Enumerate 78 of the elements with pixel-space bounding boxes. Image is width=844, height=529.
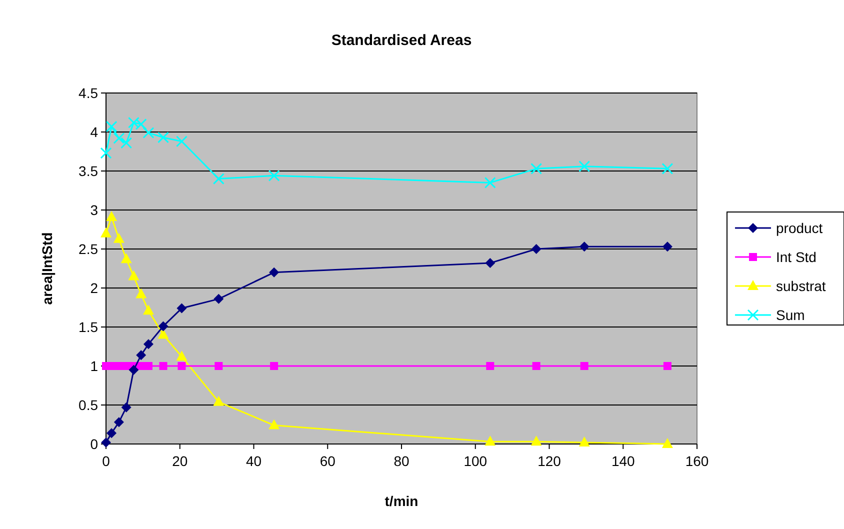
point xyxy=(158,328,169,339)
y-tick-label: 1.5 xyxy=(78,318,98,335)
point xyxy=(100,227,112,238)
x-tick-label: 40 xyxy=(246,453,262,469)
point xyxy=(158,132,170,144)
point xyxy=(113,132,125,144)
y-tick-label: 3 xyxy=(90,202,98,218)
point xyxy=(106,428,117,438)
point xyxy=(178,362,186,370)
x-tick-label: 60 xyxy=(320,453,336,469)
chart-title: Standardised Areas xyxy=(331,32,472,49)
point xyxy=(100,147,112,159)
point xyxy=(484,436,496,446)
y-tick-label: 4 xyxy=(90,124,98,140)
point xyxy=(580,362,588,370)
point xyxy=(106,120,118,132)
point xyxy=(268,170,280,182)
point xyxy=(120,253,132,264)
y-tick-label: 1 xyxy=(90,358,98,374)
point xyxy=(128,364,139,375)
y-tick-label: 0 xyxy=(90,436,98,452)
point xyxy=(143,339,154,350)
y-tick-label: 4.5 xyxy=(78,84,98,101)
y-tick-label: 2 xyxy=(90,280,98,296)
point xyxy=(142,127,154,139)
point xyxy=(212,173,224,185)
point xyxy=(136,288,147,298)
point xyxy=(106,211,118,222)
point xyxy=(486,362,494,370)
y-tick-label: 3.5 xyxy=(78,162,98,179)
point xyxy=(485,258,496,268)
point xyxy=(114,417,124,428)
point xyxy=(270,362,278,370)
point xyxy=(113,232,124,243)
point xyxy=(176,350,188,361)
point xyxy=(578,436,590,446)
x-axis-title: t/min xyxy=(384,493,418,509)
point xyxy=(121,402,132,412)
point xyxy=(530,162,542,174)
x-tick-label: 20 xyxy=(172,453,188,469)
y-axis-title: area|IntStd xyxy=(39,232,56,305)
point xyxy=(484,176,496,188)
point xyxy=(530,436,542,446)
x-tick-label: 160 xyxy=(685,453,709,469)
point xyxy=(213,396,224,406)
point xyxy=(579,242,590,252)
legend-label: product xyxy=(776,220,823,236)
point xyxy=(214,362,223,370)
point xyxy=(120,137,132,149)
x-tick-label: 0 xyxy=(102,453,110,469)
point xyxy=(662,242,672,252)
point xyxy=(158,321,168,332)
legend-label: Sum xyxy=(776,306,805,323)
x-tick-label: 100 xyxy=(464,453,488,469)
point xyxy=(662,162,674,174)
point xyxy=(136,350,146,360)
point xyxy=(159,362,168,370)
x-tick-label: 140 xyxy=(611,453,636,469)
y-tick-label: 2.5 xyxy=(78,240,98,257)
point xyxy=(214,294,224,304)
point xyxy=(176,303,187,314)
point xyxy=(531,244,542,254)
legend-label: substrat xyxy=(776,278,826,294)
point xyxy=(128,270,140,280)
point xyxy=(268,419,280,430)
point xyxy=(532,362,540,370)
point xyxy=(269,267,280,278)
legend-label: Int Std xyxy=(776,248,816,265)
point xyxy=(578,160,590,172)
point xyxy=(663,362,672,370)
point xyxy=(144,362,152,370)
point xyxy=(176,136,188,148)
point xyxy=(101,437,111,448)
x-tick-label: 120 xyxy=(538,453,562,469)
x-tick-label: 80 xyxy=(394,453,410,469)
point xyxy=(662,438,673,448)
y-tick-label: 0.5 xyxy=(78,396,98,413)
point xyxy=(142,304,154,315)
